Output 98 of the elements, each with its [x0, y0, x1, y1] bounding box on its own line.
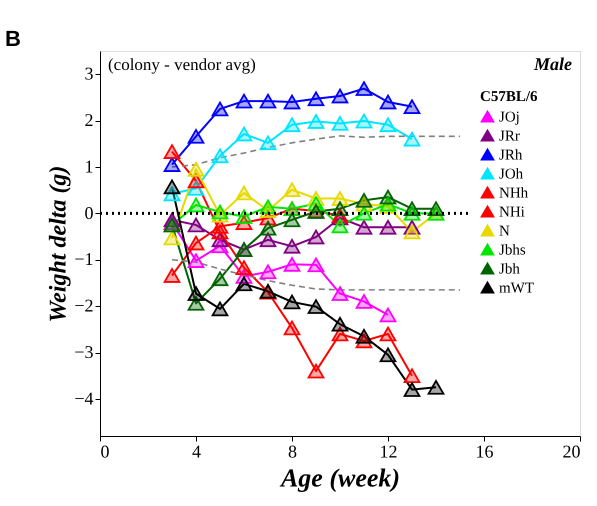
x-tick-label: 16 — [476, 442, 494, 462]
point — [236, 209, 252, 224]
point — [164, 144, 180, 159]
point — [380, 190, 396, 204]
annotation: Male — [533, 54, 572, 74]
legend-label: JOh — [499, 166, 524, 182]
point — [260, 200, 276, 214]
x-tick-label: 0 — [100, 442, 110, 462]
point — [308, 364, 324, 378]
point — [332, 286, 348, 301]
point — [356, 328, 372, 344]
point — [260, 94, 276, 108]
point — [284, 238, 300, 254]
point — [332, 116, 348, 131]
point — [356, 294, 372, 309]
x-tick-label: 4 — [192, 442, 201, 462]
point — [212, 204, 228, 220]
point — [236, 94, 252, 108]
point — [188, 162, 204, 177]
point — [188, 198, 204, 212]
x-axis-title: Age (week) — [278, 464, 400, 492]
x-tick-label: 12 — [380, 442, 398, 462]
point — [404, 224, 420, 240]
point — [260, 136, 276, 150]
y-tick-label: 0 — [84, 202, 94, 223]
point — [164, 268, 180, 283]
point — [164, 180, 180, 194]
point — [164, 230, 180, 246]
legend-label: JRr — [499, 128, 520, 144]
point — [356, 220, 372, 235]
text: B — [5, 26, 21, 51]
annotation: (colony - vendor avg) — [108, 55, 256, 74]
point — [356, 206, 372, 221]
point — [260, 220, 276, 236]
point — [380, 220, 396, 235]
point — [404, 382, 420, 397]
point — [380, 94, 396, 110]
y-tick-label: −3 — [74, 342, 94, 362]
point — [212, 148, 228, 164]
point — [308, 114, 324, 129]
point — [284, 294, 300, 310]
point — [212, 302, 228, 316]
legend-title: C57BL/6 — [480, 89, 538, 105]
point — [404, 368, 420, 384]
point — [236, 260, 252, 275]
point — [164, 157, 180, 172]
point — [188, 286, 204, 301]
legend-label: JOj — [499, 110, 520, 126]
point — [212, 102, 228, 116]
point — [404, 132, 420, 146]
legend-label: Jbhs — [499, 242, 526, 258]
point — [332, 191, 348, 206]
legend-label: Jbh — [499, 262, 520, 278]
point — [284, 94, 300, 110]
point — [236, 186, 252, 200]
y-tick-label: −2 — [74, 296, 94, 316]
point — [380, 326, 396, 342]
y-axis-title: Weight delta (g) — [45, 166, 72, 322]
point — [356, 81, 372, 96]
point — [212, 271, 228, 286]
point — [308, 91, 324, 106]
point — [380, 308, 396, 322]
x-tick-label: 8 — [288, 442, 297, 462]
point — [332, 88, 348, 104]
point — [332, 218, 348, 234]
point — [380, 117, 396, 132]
x-tick-label: 20 — [562, 442, 580, 462]
point — [356, 193, 372, 208]
y-tick-label: −4 — [74, 388, 94, 408]
y-tick-label: 2 — [84, 110, 94, 130]
point — [260, 264, 276, 280]
point — [188, 236, 204, 250]
point — [188, 129, 204, 144]
y-tick-label: −1 — [74, 249, 94, 270]
legend-label: NHi — [499, 204, 525, 220]
point — [284, 117, 300, 132]
point — [284, 212, 300, 228]
legend-label: NHh — [499, 186, 529, 202]
point — [284, 320, 300, 336]
y-tick-label: 3 — [84, 64, 94, 84]
point — [308, 230, 324, 244]
point — [428, 380, 444, 395]
point — [332, 316, 348, 332]
point — [308, 299, 324, 314]
point — [236, 276, 252, 292]
point — [188, 253, 204, 268]
point — [380, 348, 396, 362]
legend-label: mWT — [499, 280, 534, 296]
point — [188, 218, 204, 232]
point — [356, 114, 372, 128]
legend-label: N — [499, 224, 510, 240]
point — [404, 99, 420, 114]
point — [308, 258, 324, 272]
point — [284, 257, 300, 272]
legend-label: JRh — [499, 148, 523, 164]
y-tick-label: 1 — [84, 156, 94, 176]
point — [284, 182, 300, 198]
point — [236, 126, 252, 142]
